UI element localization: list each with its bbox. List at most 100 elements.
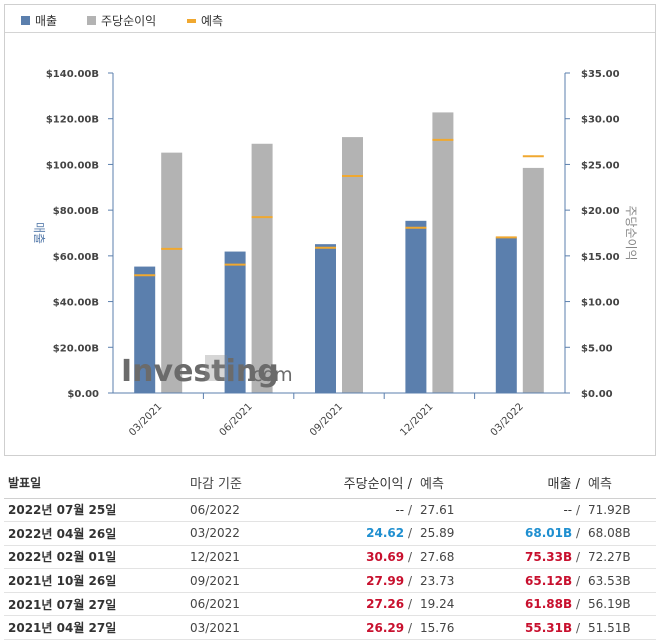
cell-eps: 30.69 / <box>296 545 416 570</box>
header-period[interactable]: 마감 기준 <box>186 468 296 499</box>
cell-revenue: 68.01B / <box>488 521 584 546</box>
table-row: 2021년 07월 27일 06/2021 27.26 / 19.24 61.8… <box>4 592 656 617</box>
cell-date: 2021년 07월 27일 <box>4 592 186 617</box>
chart-legend: 매출 주당순이익 예측 <box>5 5 655 33</box>
cell-revenue-sep: / <box>575 573 580 588</box>
cell-eps-sep: / <box>407 526 412 541</box>
right-tick-label: $5.00 <box>581 343 613 354</box>
left-tick-label: $20.00B <box>53 343 99 354</box>
cell-revenue-sep: / <box>575 620 580 635</box>
header-eps[interactable]: 주당순이익 / <box>296 468 416 499</box>
cell-revenue-forecast: 56.19B <box>584 592 656 617</box>
cell-revenue-value: 65.12B <box>525 573 573 588</box>
revenue-bar <box>405 220 427 393</box>
x-tick-label: 06/2021 <box>218 401 255 438</box>
header-revenue-forecast[interactable]: 예측 <box>584 468 656 499</box>
cell-revenue: 55.31B / <box>488 615 584 641</box>
header-eps-forecast[interactable]: 예측 <box>416 468 488 499</box>
cell-revenue-value: 55.31B <box>525 620 573 635</box>
cell-date: 2022년 04월 26일 <box>4 521 186 546</box>
eps-bar <box>342 137 363 393</box>
cell-revenue-value: 68.01B <box>525 526 573 541</box>
right-tick-label: $30.00 <box>581 115 620 126</box>
cell-revenue-value: -- <box>563 502 573 517</box>
left-tick-label: $100.00B <box>46 160 99 171</box>
cell-period: 03/2022 <box>186 521 296 546</box>
eps-bar <box>522 167 544 393</box>
cell-period: 06/2021 <box>186 592 296 617</box>
header-date[interactable]: 발표일 <box>4 468 186 499</box>
cell-revenue-sep: / <box>575 502 580 517</box>
left-tick-label: $140.00B <box>46 69 99 80</box>
revenue-bar <box>134 266 156 393</box>
right-axis-ticks: $0.00 $5.00 $10.00 $15.00 $20.00 $25.00 $30.00… <box>565 69 620 400</box>
x-tick-label: 09/2021 <box>308 401 345 438</box>
cell-revenue-value: 75.33B <box>525 549 573 564</box>
header-revenue-label: 매출 <box>547 477 572 493</box>
cell-eps-forecast: 19.24 <box>416 592 488 617</box>
cell-eps-sep: / <box>407 597 412 612</box>
cell-eps-forecast: 27.61 <box>416 498 488 523</box>
cell-eps: -- / <box>296 498 416 523</box>
left-tick-label: $120.00B <box>46 115 99 126</box>
chart-axes <box>112 73 566 399</box>
cell-revenue-sep: / <box>575 549 580 564</box>
cell-revenue: 75.33B / <box>488 545 584 570</box>
cell-period: 12/2021 <box>186 545 296 570</box>
cell-eps-forecast: 25.89 <box>416 521 488 546</box>
cell-eps-value: 24.62 <box>366 526 405 541</box>
earnings-table-wrap: 발표일 마감 기준 주당순이익 / 예측 매출 / 예측 2022년 07월 2… <box>4 468 656 641</box>
right-tick-label: $25.00 <box>581 160 620 171</box>
cell-date: 2022년 07월 25일 <box>4 498 186 523</box>
right-tick-label: $10.00 <box>581 298 620 309</box>
cell-eps-value: 26.29 <box>366 620 405 635</box>
legend-swatch-forecast <box>187 19 196 23</box>
cell-period: 06/2022 <box>186 498 296 523</box>
x-axis-labels: 03/2021 06/2021 09/2021 12/2021 03/2022 <box>127 401 526 438</box>
legend-label-revenue: 매출 <box>35 14 58 28</box>
header-eps-sep: / <box>407 477 412 493</box>
cell-revenue-forecast: 68.08B <box>584 521 656 546</box>
left-tick-label: $40.00B <box>53 298 99 309</box>
legend-swatch-eps <box>87 16 96 25</box>
table-row: 2022년 04월 26일 03/2022 24.62 / 25.89 68.0… <box>4 521 656 546</box>
legend-label-forecast: 예측 <box>201 14 224 28</box>
table-row: 2021년 04월 27일 03/2021 26.29 / 15.76 55.3… <box>4 615 656 641</box>
x-tick-label: 03/2021 <box>127 401 164 438</box>
eps-bar <box>161 152 183 393</box>
cell-eps-forecast: 15.76 <box>416 615 488 641</box>
cell-revenue-forecast: 71.92B <box>584 498 656 523</box>
right-tick-label: $20.00 <box>581 206 620 217</box>
left-axis-title: 매출 <box>32 222 46 244</box>
left-axis-ticks: $0.00 $20.00B $40.00B $60.00B $80.00B $100.00… <box>46 69 113 400</box>
cell-eps-value: 27.26 <box>366 597 405 612</box>
revenue-bar <box>495 237 517 393</box>
revenue-bar <box>224 251 246 393</box>
x-tick-label: 03/2022 <box>489 401 526 438</box>
watermark-mark <box>205 355 227 381</box>
left-tick-label: $80.00B <box>53 206 99 217</box>
cell-revenue-sep: / <box>575 597 580 612</box>
cell-eps-value: -- <box>395 502 405 517</box>
left-tick-label: $0.00 <box>67 389 99 400</box>
right-tick-label: $35.00 <box>581 69 620 80</box>
chart-plot: $0.00 $20.00B $40.00B $60.00B $80.00B $100.00… <box>32 69 638 438</box>
forecast-marks <box>134 138 544 277</box>
earnings-chart: 매출 주당순이익 예측 $0.00 $20.00B $40.00B $60.00B $8… <box>4 4 656 456</box>
table-header-row: 발표일 마감 기준 주당순이익 / 예측 매출 / 예측 <box>4 468 656 499</box>
cell-eps: 26.29 / <box>296 615 416 641</box>
legend-item-eps[interactable]: 주당순이익 <box>87 12 156 29</box>
legend-item-forecast[interactable]: 예측 <box>187 12 223 29</box>
legend-item-revenue[interactable]: 매출 <box>21 12 57 29</box>
watermark-suffix: .com <box>246 364 293 386</box>
cell-eps-sep: / <box>407 549 412 564</box>
table-row: 2022년 02월 01일 12/2021 30.69 / 27.68 75.3… <box>4 545 656 570</box>
cell-revenue: 61.88B / <box>488 592 584 617</box>
cell-date: 2021년 04월 27일 <box>4 615 186 641</box>
cell-eps-sep: / <box>407 620 412 635</box>
cell-revenue-forecast: 72.27B <box>584 545 656 570</box>
x-tick-label: 12/2021 <box>398 401 435 438</box>
header-revenue[interactable]: 매출 / <box>488 468 584 499</box>
chart-bars <box>134 112 544 394</box>
cell-revenue-sep: / <box>575 526 580 541</box>
